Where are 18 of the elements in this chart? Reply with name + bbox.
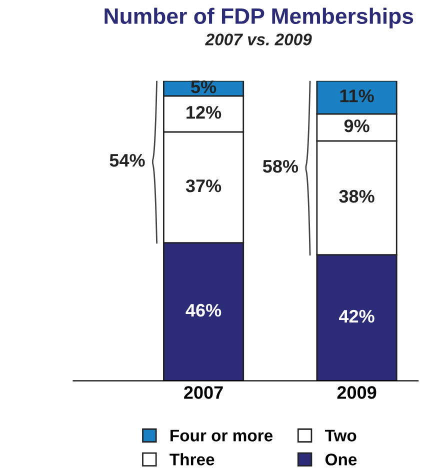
legend-label: One [325,454,357,466]
data-label: 46% [186,304,222,317]
annotation: 58% [262,160,298,173]
data-label: 11% [340,90,374,102]
data-label: 37% [186,179,222,192]
annotation: 54% [110,154,145,167]
x-tick-label: 2007 [184,386,223,399]
legend-label: Two [324,430,356,442]
legend-label: Four or more [170,430,273,442]
legend-label: Three [170,453,214,466]
data-label: 38% [339,190,374,203]
chart-subtitle: 2007 vs. 2009 [205,34,312,46]
data-label: 42% [338,310,374,323]
data-label: 5% [191,80,216,94]
data-label: 9% [344,119,370,132]
data-label: 12% [186,106,222,119]
x-tick-label: 2009 [337,386,376,399]
chart-title: Number of FDP Memberships [104,8,414,28]
